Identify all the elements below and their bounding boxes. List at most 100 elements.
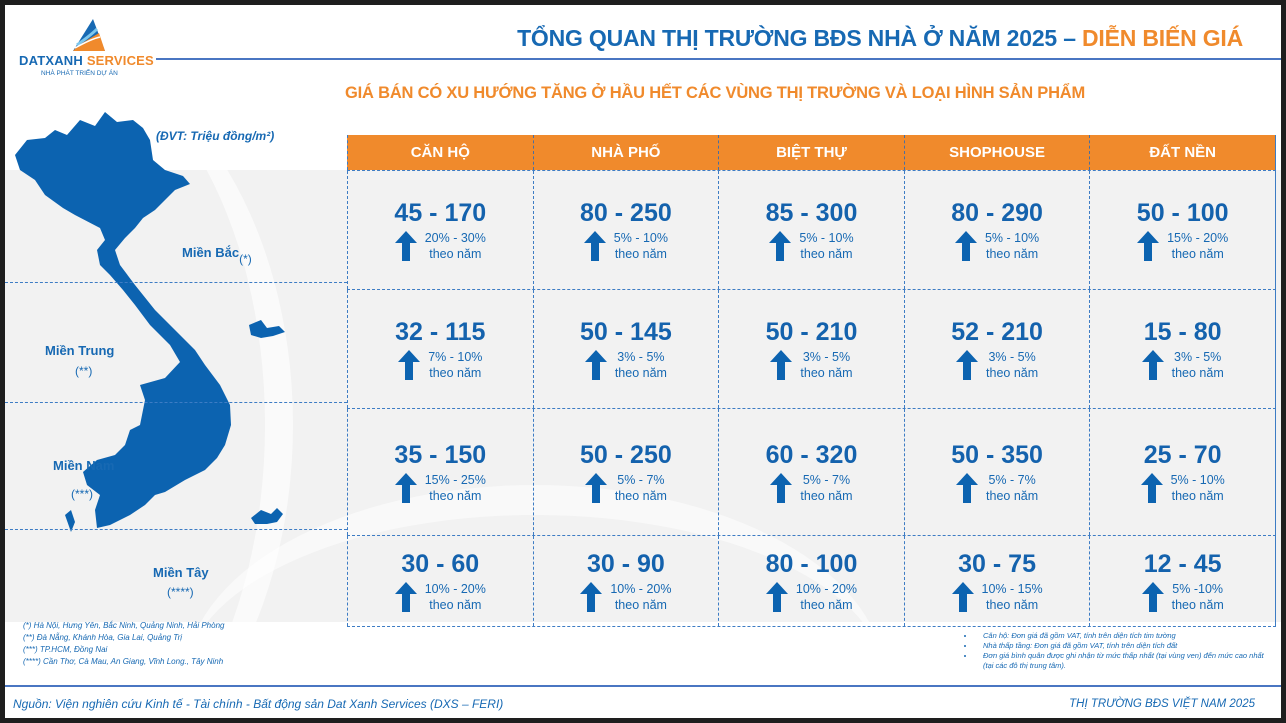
logo-triangle-icon <box>73 19 105 51</box>
arrow-up-icon <box>583 231 606 261</box>
table-cell: 12 - 45 5% -10% theo năm <box>1089 536 1276 626</box>
title-divider <box>156 58 1281 60</box>
table-cell: 45 - 170 20% - 30% theo năm <box>347 171 533 289</box>
table-row: 30 - 60 10% - 20% theo năm 30 - 90 10% - 20%… <box>347 535 1276 627</box>
slide: DATXANH SERVICES NHÀ PHÁT TRIỂN DỰ ÁN TỔ… <box>5 5 1281 718</box>
region-note-mien-trung: (**) <box>75 364 93 378</box>
price-range: 52 - 210 <box>951 318 1043 346</box>
table-cell: 50 - 350 5% - 7% theo năm <box>903 409 1090 535</box>
growth-text: 5% - 10% theo năm <box>613 231 668 261</box>
table-cell: 50 - 100 15% - 20% theo năm <box>1089 171 1276 289</box>
table-cell: 50 - 210 3% - 5% theo năm <box>718 290 904 408</box>
growth-indicator: 10% - 15% theo năm <box>951 581 1043 613</box>
arrow-up-icon <box>394 582 417 612</box>
page-subtitle: GIÁ BÁN CÓ XU HƯỚNG TĂNG Ở HẦU HẾT CÁC V… <box>345 84 1086 102</box>
table-cell: 85 - 300 5% - 10% theo năm <box>718 171 904 289</box>
footnote: (****) Cần Thơ, Cà Mau, An Giang, Vĩnh L… <box>23 657 224 666</box>
arrow-up-icon <box>770 350 793 380</box>
growth-text: 20% - 30% theo năm <box>424 231 486 261</box>
growth-text: 3% - 5% theo năm <box>986 350 1039 380</box>
table-cell: 30 - 90 10% - 20% theo năm <box>532 536 719 626</box>
row-divider <box>5 402 347 403</box>
unit-label: (ĐVT: Triệu đồng/m²) <box>156 129 275 143</box>
growth-indicator: 7% - 10% theo năm <box>398 349 482 381</box>
growth-text: 15% - 25% theo năm <box>424 473 486 503</box>
growth-indicator: 5% - 7% theo năm <box>770 472 853 504</box>
growth-indicator: 5% - 10% theo năm <box>1140 472 1225 504</box>
price-range: 35 - 150 <box>394 441 487 469</box>
region-note-mien-nam: (***) <box>71 487 94 501</box>
growth-text: 5% -10% theo năm <box>1171 582 1224 612</box>
table-header: CĂN HỘ NHÀ PHỐ BIỆT THỰ SHOPHOUSE ĐẤT NỀ… <box>347 135 1276 170</box>
growth-indicator: 5% - 10% theo năm <box>769 230 854 262</box>
price-range: 30 - 60 <box>401 550 480 578</box>
note-item: Nhà thấp tầng: Đơn giá đã gồm VAT, tính … <box>975 641 1265 651</box>
arrow-up-icon <box>951 582 974 612</box>
footnote: (***) TP.HCM, Đồng Nai <box>23 645 108 654</box>
footnote: (**) Đà Nẵng, Khánh Hòa, Gia Lai, Quảng … <box>23 633 183 642</box>
table-cell: 35 - 150 15% - 25% theo năm <box>347 409 533 535</box>
column-header-nha-pho: NHÀ PHỐ <box>532 135 719 170</box>
growth-indicator: 10% - 20% theo năm <box>394 581 486 613</box>
table-cell: 60 - 320 5% - 7% theo năm <box>718 409 904 535</box>
column-header-shophouse: SHOPHOUSE <box>903 135 1090 170</box>
growth-indicator: 15% - 20% theo năm <box>1137 230 1228 262</box>
table-cell: 30 - 60 10% - 20% theo năm <box>347 536 533 626</box>
note-item: Đơn giá bình quân được ghi nhận từ mức t… <box>975 651 1265 671</box>
growth-indicator: 3% - 5% theo năm <box>1141 349 1224 381</box>
growth-indicator: 5% - 7% theo năm <box>584 472 667 504</box>
growth-text: 3% - 5% theo năm <box>614 350 667 380</box>
price-range: 32 - 115 <box>395 318 486 346</box>
price-range: 30 - 90 <box>586 550 665 578</box>
table-row: 35 - 150 15% - 25% theo năm 50 - 250 5% - 7%… <box>347 408 1276 535</box>
footer-divider <box>5 685 1281 687</box>
arrow-up-icon <box>954 231 977 261</box>
source-citation: Nguồn: Viện nghiên cứu Kinh tế - Tài chí… <box>13 697 504 711</box>
growth-indicator: 5% -10% theo năm <box>1141 581 1224 613</box>
arrow-up-icon <box>956 473 979 503</box>
column-header-biet-thu: BIỆT THỰ <box>718 135 904 170</box>
price-range: 15 - 80 <box>1143 318 1222 346</box>
growth-text: 15% - 20% theo năm <box>1167 231 1229 261</box>
arrow-up-icon <box>580 582 603 612</box>
growth-indicator: 10% - 20% theo năm <box>765 581 857 613</box>
note-item: Căn hộ: Đơn giá đã gồm VAT, tính trên di… <box>975 631 1265 641</box>
footnote: (*) Hà Nội, Hưng Yên, Bắc Ninh, Quảng Ni… <box>23 621 225 630</box>
growth-text: 5% - 7% theo năm <box>614 473 667 503</box>
price-range: 50 - 145 <box>580 318 672 346</box>
table-row: 32 - 115 7% - 10% theo năm 50 - 145 3% - 5% t… <box>347 289 1276 408</box>
price-notes: Căn hộ: Đơn giá đã gồm VAT, tính trên di… <box>965 631 1265 671</box>
table-cell: 25 - 70 5% - 10% theo năm <box>1089 409 1276 535</box>
page-title: TỔNG QUAN THỊ TRƯỜNG BĐS NHÀ Ở NĂM 2025 … <box>517 25 1243 51</box>
table-cell: 32 - 115 7% - 10% theo năm <box>347 290 533 408</box>
price-range: 80 - 100 <box>765 550 858 578</box>
growth-indicator: 10% - 20% theo năm <box>580 581 671 613</box>
table-cell: 15 - 80 3% - 5% theo năm <box>1089 290 1276 408</box>
footer-label: THỊ TRƯỜNG BĐS VIỆT NAM 2025 <box>1069 698 1255 710</box>
arrow-up-icon <box>394 473 417 503</box>
table-cell: 50 - 145 3% - 5% theo năm <box>532 290 719 408</box>
table-cell: 80 - 290 5% - 10% theo năm <box>903 171 1090 289</box>
table-cell: 52 - 210 3% - 5% theo năm <box>903 290 1090 408</box>
growth-text: 10% - 15% theo năm <box>981 582 1043 612</box>
arrow-up-icon <box>1140 473 1163 503</box>
growth-text: 5% - 10% theo năm <box>1170 473 1225 503</box>
growth-text: 5% - 7% theo năm <box>986 473 1039 503</box>
price-range: 80 - 250 <box>580 199 672 227</box>
growth-text: 5% - 7% theo năm <box>800 473 853 503</box>
growth-indicator: 3% - 5% theo năm <box>956 349 1038 381</box>
arrow-up-icon <box>769 231 792 261</box>
table-row: 45 - 170 20% - 30% theo năm 80 - 250 5% - 10… <box>347 170 1276 289</box>
growth-indicator: 15% - 25% theo năm <box>394 472 486 504</box>
vietnam-map-icon <box>15 112 285 532</box>
price-range: 25 - 70 <box>1143 441 1222 469</box>
price-range: 50 - 350 <box>951 441 1043 469</box>
arrow-up-icon <box>770 473 793 503</box>
price-range: 45 - 170 <box>394 199 487 227</box>
arrow-up-icon <box>1137 231 1160 261</box>
region-note-mien-tay: (****) <box>167 585 194 599</box>
growth-text: 5% - 10% theo năm <box>799 231 854 261</box>
price-range: 60 - 320 <box>765 441 858 469</box>
company-logo: DATXANH SERVICES NHÀ PHÁT TRIỂN DỰ ÁN <box>19 17 159 81</box>
arrow-up-icon <box>1141 350 1164 380</box>
